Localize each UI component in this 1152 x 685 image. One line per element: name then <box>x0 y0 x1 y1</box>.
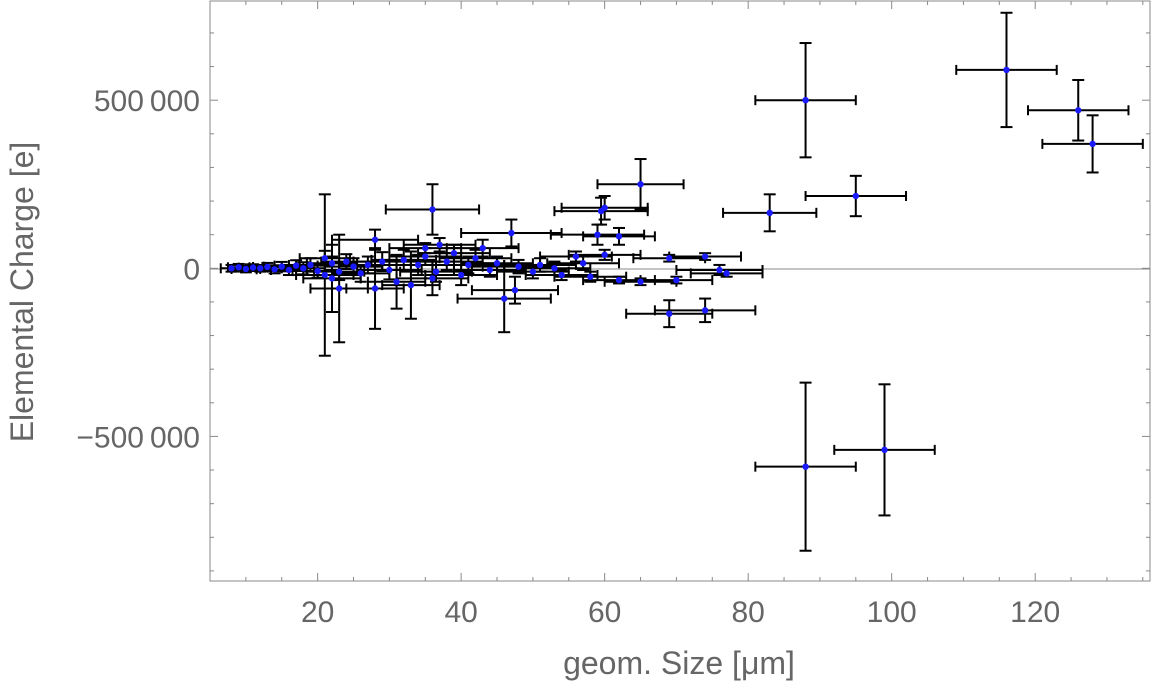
data-point <box>802 96 809 104</box>
data-point <box>802 463 809 470</box>
data-point <box>271 266 278 273</box>
data-point <box>637 278 644 285</box>
data-point <box>551 265 558 272</box>
x-axis-title: geom. Size [μm] <box>563 645 795 681</box>
data-point <box>300 265 307 272</box>
data-point <box>400 256 407 264</box>
data-point <box>601 251 608 259</box>
data-point <box>228 265 235 272</box>
data-point <box>379 258 386 265</box>
data-point <box>673 276 680 284</box>
data-point <box>242 265 250 273</box>
data-point <box>307 261 314 269</box>
data-point <box>343 258 350 265</box>
data-point <box>414 261 422 269</box>
data-point <box>371 236 379 243</box>
data-point <box>235 264 242 271</box>
data-point <box>1003 66 1010 74</box>
data-point <box>666 310 673 317</box>
x-tick-label: 20 <box>301 596 334 629</box>
data-point <box>457 271 465 279</box>
data-point <box>257 265 264 272</box>
data-point <box>500 295 508 302</box>
x-tick-label: 60 <box>588 596 621 629</box>
data-point <box>615 233 623 240</box>
data-point <box>486 266 494 274</box>
x-tick-label: 40 <box>444 596 477 629</box>
data-point <box>249 264 257 271</box>
data-point <box>716 266 723 274</box>
data-point <box>1089 140 1096 148</box>
data-point <box>508 229 515 237</box>
data-point <box>637 181 644 188</box>
data-point <box>371 285 379 292</box>
data-point <box>515 263 522 270</box>
data-point <box>601 204 608 211</box>
data-point <box>393 278 400 285</box>
data-point <box>285 266 293 274</box>
data-point <box>443 258 450 265</box>
data-point <box>579 260 587 267</box>
data-point <box>335 268 343 275</box>
data-point <box>666 255 673 262</box>
data-point <box>587 273 594 280</box>
y-tick-labels: −500 000 0 500 000 <box>76 85 200 454</box>
data-point <box>572 253 580 260</box>
data-point <box>529 268 537 275</box>
y-tick-label: −500 000 <box>76 421 200 454</box>
y-axis-title: Elemental Charge [e] <box>4 142 40 443</box>
plot-frame <box>209 0 1151 582</box>
y-tick-label: 0 <box>183 253 200 286</box>
data-point <box>278 263 285 270</box>
data-point <box>723 270 730 277</box>
data-point <box>594 231 601 238</box>
error-bars <box>219 11 1144 552</box>
data-point <box>450 249 458 257</box>
x-tick-labels: 20 40 60 80 100 120 <box>301 596 1060 629</box>
data-point <box>386 266 393 274</box>
data-point <box>472 255 479 262</box>
data-point <box>407 281 415 289</box>
y-tick-label: 500 000 <box>94 85 200 118</box>
data-point <box>364 261 372 269</box>
x-tick-label: 120 <box>1010 596 1060 629</box>
x-tick-label: 100 <box>867 596 917 629</box>
minor-ticks <box>210 1 1150 581</box>
data-point <box>328 260 336 267</box>
data-point <box>328 275 336 282</box>
data-point <box>357 270 364 277</box>
data-point <box>321 255 329 262</box>
x-tick-label: 80 <box>731 596 764 629</box>
data-point <box>321 271 329 279</box>
data-point <box>852 192 860 200</box>
data-point <box>350 263 357 270</box>
data-point <box>429 275 436 282</box>
data-point <box>422 244 429 252</box>
data-point <box>493 260 501 267</box>
data-point <box>881 446 888 454</box>
data-point <box>536 261 544 269</box>
major-ticks <box>210 1 1150 581</box>
data-point <box>479 244 486 252</box>
data-point <box>701 307 709 314</box>
data-point <box>558 271 565 279</box>
data-point <box>422 253 429 260</box>
data-point <box>314 267 321 275</box>
data-point <box>264 263 271 271</box>
data-points <box>228 66 1096 470</box>
data-point <box>436 241 443 248</box>
data-point <box>511 286 519 294</box>
data-point <box>429 206 436 213</box>
data-point <box>615 276 623 284</box>
data-point <box>432 268 440 275</box>
data-point <box>701 253 709 260</box>
data-point <box>465 261 472 269</box>
data-point <box>766 209 773 217</box>
data-point <box>335 285 343 292</box>
data-point <box>1075 107 1082 114</box>
data-point <box>292 262 300 269</box>
